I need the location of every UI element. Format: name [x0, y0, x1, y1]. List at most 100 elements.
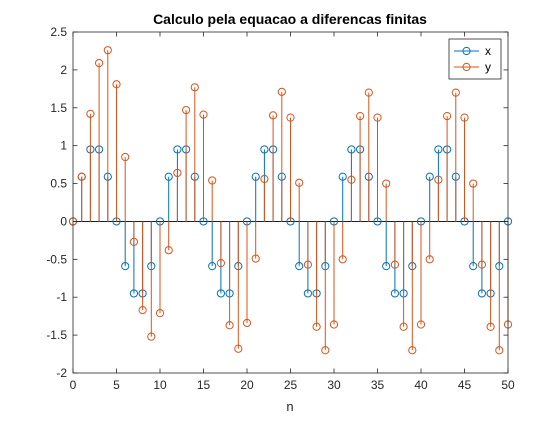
- marker-y-42: [434, 175, 443, 184]
- marker-y-31: [338, 255, 347, 264]
- legend-label-y: y: [485, 60, 491, 74]
- marker-x-21: [251, 172, 260, 181]
- x-tick-label-8: 40: [414, 378, 428, 392]
- x-tick-label-5: 25: [284, 378, 298, 392]
- marker-x-22: [260, 145, 269, 154]
- marker-y-20: [242, 318, 252, 328]
- marker-x-37: [390, 289, 399, 298]
- marker-y-38: [399, 322, 408, 331]
- marker-x-47: [477, 289, 486, 298]
- marker-y-37: [390, 260, 399, 269]
- marker-x-17: [216, 289, 225, 298]
- marker-y-5: [112, 80, 121, 89]
- marker-y-23: [269, 111, 278, 120]
- marker-y-14: [190, 83, 199, 92]
- marker-y-25: [286, 113, 295, 122]
- marker-y-9: [147, 332, 156, 341]
- marker-y-30: [329, 320, 339, 329]
- marker-y-11: [164, 246, 173, 255]
- marker-x-36: [382, 262, 391, 271]
- marker-y-18: [225, 321, 234, 330]
- marker-x-27: [303, 289, 312, 298]
- marker-x-16: [208, 262, 217, 271]
- y-tick-label-2: -1: [56, 290, 67, 304]
- marker-x-42: [434, 145, 443, 154]
- y-tick-label-1: -1.5: [46, 328, 67, 342]
- marker-y-36: [382, 179, 391, 188]
- marker-y-48: [486, 322, 495, 331]
- y-tick-label-7: 1.5: [50, 101, 67, 115]
- y-tick-label-8: 2: [60, 63, 67, 77]
- marker-y-1: [77, 172, 86, 181]
- marker-y-41: [425, 255, 434, 264]
- x-axis-label: n: [286, 399, 293, 414]
- marker-y-8: [138, 306, 147, 315]
- marker-y-46: [469, 179, 478, 188]
- y-tick-label-4: 0: [60, 214, 67, 228]
- marker-y-16: [208, 176, 217, 185]
- marker-x-26: [295, 262, 304, 271]
- x-tick-label-6: 30: [327, 378, 341, 392]
- marker-y-6: [121, 152, 130, 162]
- marker-y-35: [373, 113, 382, 122]
- x-tick-label-2: 10: [153, 378, 167, 392]
- marker-y-19: [234, 344, 243, 353]
- marker-y-34: [364, 88, 373, 97]
- marker-y-17: [216, 259, 225, 268]
- x-tick-label-0: 0: [70, 378, 77, 392]
- marker-y-27: [303, 260, 312, 269]
- marker-y-43: [443, 112, 452, 121]
- marker-x-6: [121, 262, 130, 271]
- marker-y-4: [103, 46, 112, 55]
- legend: xy: [448, 38, 502, 80]
- marker-y-44: [451, 88, 460, 97]
- chart-title: Calculo pela equacao a diferencas finita…: [153, 11, 427, 27]
- marker-y-29: [321, 346, 330, 355]
- marker-y-28: [312, 322, 321, 331]
- marker-y-49: [495, 346, 504, 355]
- legend-marker-x: [462, 46, 471, 56]
- marker-x-31: [338, 172, 347, 181]
- legend-marker-y: [462, 62, 471, 72]
- marker-y-40: [416, 320, 426, 329]
- x-tick-label-10: 50: [501, 378, 515, 392]
- marker-y-12: [173, 168, 182, 178]
- marker-y-13: [182, 105, 191, 115]
- marker-x-46: [469, 262, 478, 271]
- marker-y-47: [477, 260, 486, 269]
- y-tick-label-9: 2.5: [50, 25, 67, 39]
- y-tick-label-3: -0.5: [46, 252, 67, 266]
- marker-y-7: [129, 237, 138, 247]
- marker-y-39: [408, 346, 417, 355]
- marker-y-15: [199, 110, 208, 119]
- x-tick-label-3: 15: [197, 378, 211, 392]
- series-layer: [68, 46, 513, 355]
- marker-y-22: [260, 174, 269, 184]
- marker-y-2: [86, 109, 95, 118]
- x-tick-label-9: 45: [458, 378, 472, 392]
- marker-y-3: [95, 58, 104, 68]
- y-tick-label-0: -2: [56, 366, 67, 380]
- marker-y-24: [277, 87, 286, 96]
- marker-x-12: [173, 145, 182, 154]
- axes-layer: 0 5 10 15 20 25 30 35 40 45 50 -2 -1.5 -1 -0.5 0 0.5 1 1.5…: [46, 25, 515, 392]
- marker-y-10: [155, 309, 165, 318]
- y-tick-label-5: 0.5: [50, 177, 67, 191]
- x-tick-label-1: 5: [113, 378, 120, 392]
- x-tick-label-7: 35: [371, 378, 385, 392]
- x-tick-label-4: 20: [240, 378, 254, 392]
- marker-x-7: [129, 289, 138, 298]
- marker-y-32: [347, 175, 356, 184]
- legend-label-x: x: [485, 44, 491, 58]
- marker-x-11: [164, 172, 173, 181]
- marker-y-33: [356, 112, 365, 121]
- legend-box: [448, 38, 502, 80]
- marker-y-26: [295, 178, 304, 187]
- marker-y-21: [251, 254, 260, 263]
- marker-y-45: [460, 113, 469, 122]
- marker-x-41: [425, 172, 434, 181]
- y-tick-label-6: 1: [60, 139, 67, 153]
- marker-x-32: [347, 145, 356, 154]
